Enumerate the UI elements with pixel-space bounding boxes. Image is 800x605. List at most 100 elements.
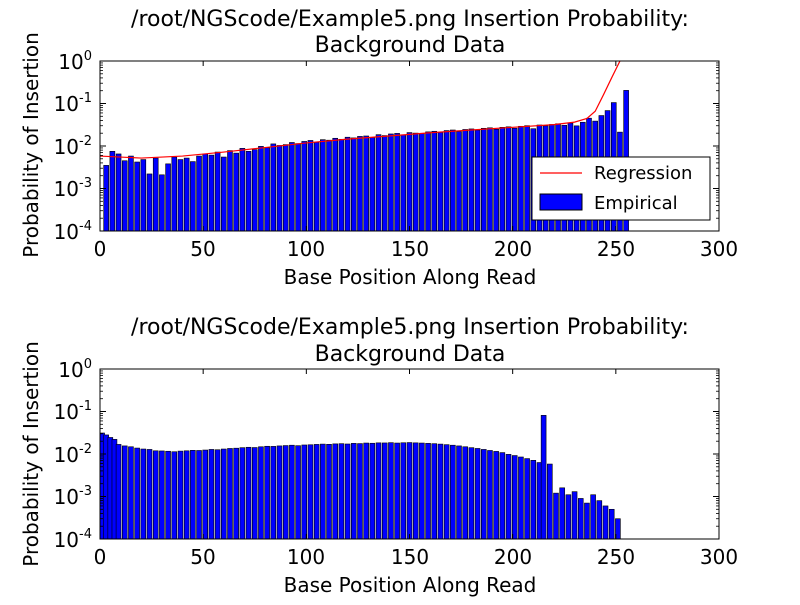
bar	[375, 134, 382, 231]
bar	[437, 132, 444, 231]
xtick-label: 0	[94, 545, 107, 569]
bar	[258, 446, 264, 539]
bar	[245, 151, 252, 231]
bar	[487, 450, 493, 539]
bar	[443, 130, 450, 231]
bar	[320, 443, 326, 539]
bar	[412, 132, 419, 231]
bar	[196, 450, 202, 539]
bar	[227, 150, 233, 231]
bar	[468, 447, 475, 539]
bar	[121, 445, 128, 539]
bar	[190, 161, 196, 231]
bar	[264, 147, 270, 231]
bar	[276, 145, 283, 231]
ytick-label: 100	[58, 357, 92, 382]
bar	[214, 449, 221, 539]
bar	[351, 443, 357, 539]
bar	[584, 502, 590, 539]
xtick-label: 150	[391, 545, 429, 569]
bar	[190, 450, 196, 539]
bar	[547, 463, 553, 539]
bar	[540, 415, 547, 539]
bar	[388, 442, 394, 539]
bar	[214, 151, 221, 231]
bar	[493, 128, 499, 231]
bar	[245, 446, 252, 539]
xtick-label: 50	[190, 237, 215, 261]
bar	[456, 445, 462, 539]
bar	[338, 138, 345, 231]
bar	[332, 137, 338, 231]
bar	[282, 144, 289, 231]
bar	[115, 444, 122, 539]
xtick-label: 100	[287, 545, 325, 569]
bar	[400, 442, 407, 539]
bar	[375, 442, 382, 539]
bar	[511, 127, 518, 231]
chart-top-title-line1: /root/NGScode/Example5.png Insertion Pro…	[131, 7, 689, 32]
bar	[221, 156, 227, 231]
ytick-label: 10-1	[54, 399, 92, 424]
bar	[177, 450, 184, 539]
bar	[270, 446, 277, 539]
bar	[344, 443, 351, 539]
chart-top-x-axis-label: Base Position Along Read	[284, 265, 537, 289]
bar	[480, 449, 487, 539]
bar	[134, 161, 140, 231]
bar	[468, 128, 475, 231]
plot-frame	[99, 368, 720, 540]
bar	[307, 140, 314, 231]
bar	[431, 443, 438, 539]
ytick-label: 10-2	[54, 134, 92, 159]
bar	[394, 442, 400, 539]
bar	[381, 442, 388, 539]
ytick-label: 100	[58, 49, 92, 74]
bar	[258, 146, 264, 231]
bar	[128, 155, 134, 231]
chart-top: /root/NGScode/Example5.png Insertion Pro…	[19, 7, 738, 289]
bar	[326, 139, 332, 231]
xtick-label: 100	[287, 237, 325, 261]
bar	[251, 149, 258, 231]
bar	[412, 442, 419, 539]
bar	[474, 129, 481, 231]
bar	[406, 442, 413, 539]
bar	[165, 450, 171, 539]
ytick-label: 10-2	[54, 442, 92, 467]
bar	[505, 454, 512, 539]
ytick-label: 10-1	[54, 91, 92, 116]
xtick-label: 300	[700, 545, 738, 569]
chart-bottom-ytick-labels: 10-4 10-3 10-2 10-1 100	[54, 357, 92, 552]
chart-bottom-xtick-labels: 0 50 100 150 200 250 300	[94, 545, 738, 569]
bar	[565, 494, 572, 539]
bar	[499, 127, 506, 231]
xtick-label: 300	[700, 237, 738, 261]
chart-bottom-y-axis-label: Probability of Insertion	[19, 341, 43, 567]
xtick-label: 200	[494, 545, 532, 569]
bar	[239, 148, 246, 231]
bar	[183, 157, 190, 231]
legend-regression-label: Regression	[594, 163, 692, 184]
chart-top-ytick-labels: 10-4 10-3 10-2 10-1 100	[54, 49, 92, 244]
bar	[264, 445, 270, 539]
legend-empirical-label: Empirical	[594, 193, 678, 214]
bar	[437, 443, 444, 539]
bar	[146, 449, 153, 539]
bar	[425, 443, 431, 539]
chart-top-y-axis-label: Probability of Insertion	[19, 32, 43, 258]
bar	[183, 450, 190, 539]
xtick-label: 50	[190, 545, 215, 569]
plot-marks	[100, 415, 621, 539]
bar	[295, 445, 301, 539]
bar	[388, 133, 394, 231]
bar	[431, 130, 438, 231]
bar	[301, 444, 308, 539]
chart-bottom-plot-area	[99, 368, 720, 540]
bar	[208, 449, 215, 539]
bar	[419, 133, 425, 231]
bar	[276, 445, 283, 539]
bar	[152, 157, 159, 231]
bar	[313, 142, 320, 231]
bar	[480, 127, 487, 231]
